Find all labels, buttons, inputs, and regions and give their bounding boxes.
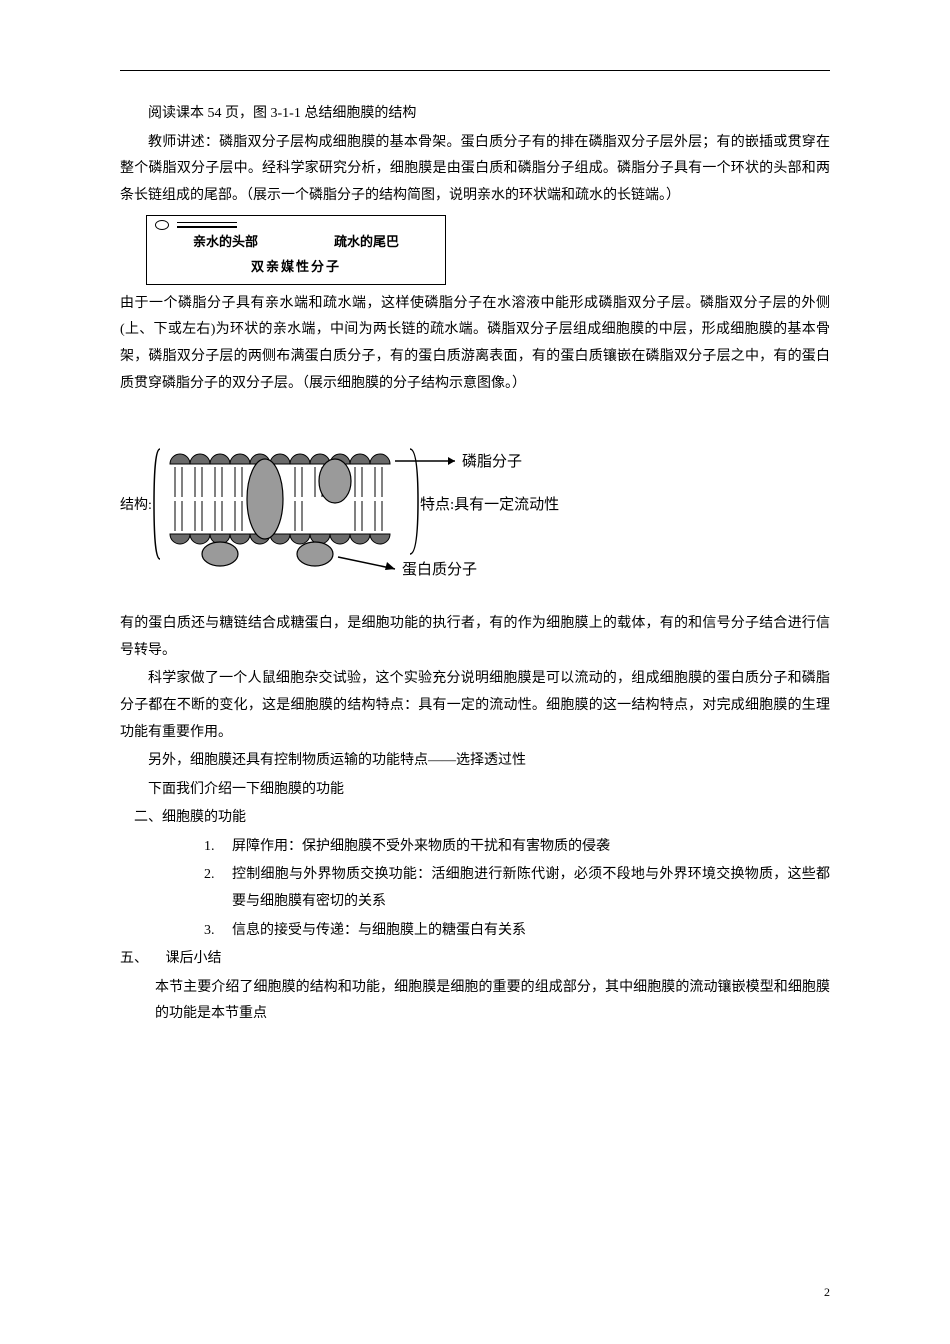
- membrane-figure: 结构:: [120, 409, 580, 599]
- diagram-labels-row: 亲水的头部 疏水的尾巴: [155, 230, 437, 255]
- bilayer-group: [170, 454, 390, 566]
- protein-surface-2: [297, 542, 333, 566]
- bottom-heads: [170, 534, 390, 544]
- list-num: 2.: [204, 862, 232, 915]
- fig-left-label: 结构:: [120, 497, 152, 513]
- para-8: 本节主要介绍了细胞膜的结构和功能，细胞膜是细胞的重要的组成部分，其中细胞膜的流动…: [155, 975, 830, 1028]
- tail-lines-icon: [177, 222, 237, 228]
- fig-label-protein: 蛋白质分子: [402, 561, 477, 578]
- para-7: 下面我们介绍一下细胞膜的功能: [120, 777, 830, 804]
- phospholipid-diagram: 亲水的头部 疏水的尾巴 双亲媒性分子: [146, 215, 446, 284]
- function-list: 1. 屏障作用：保护细胞膜不受外来物质的干扰和有害物质的侵袭 2. 控制细胞与外…: [204, 834, 830, 944]
- section-5-heading: 五、 课后小结: [120, 946, 830, 973]
- head-circle-icon: [155, 220, 169, 230]
- list-item: 3. 信息的接受与传递：与细胞膜上的糖蛋白有关系: [204, 918, 830, 945]
- membrane-svg: 结构:: [120, 409, 580, 599]
- arrowhead-2-icon: [385, 562, 395, 570]
- para-6: 另外，细胞膜还具有控制物质运输的功能特点——选择透过性: [120, 748, 830, 775]
- arrowhead-1-icon: [448, 457, 455, 465]
- fig-label-phospholipid: 磷脂分子: [462, 453, 522, 470]
- para-2: 教师讲述：磷脂双分子层构成细胞膜的基本骨架。蛋白质分子有的排在磷脂双分子层外层；…: [120, 130, 830, 210]
- left-brace-icon: [154, 449, 160, 559]
- diagram-bottom-label: 双亲媒性分子: [155, 255, 437, 280]
- para-3: 由于一个磷脂分子具有亲水端和疏水端，这样使磷脂分子在水溶液中能形成磷脂双分子层。…: [120, 291, 830, 397]
- para-5: 科学家做了一个人鼠细胞杂交试验，这个实验充分说明细胞膜是可以流动的，组成细胞膜的…: [120, 666, 830, 746]
- tail-label: 疏水的尾巴: [334, 230, 399, 255]
- list-text: 屏障作用：保护细胞膜不受外来物质的干扰和有害物质的侵袭: [232, 834, 830, 861]
- para-1: 阅读课本 54 页，图 3-1-1 总结细胞膜的结构: [120, 101, 830, 128]
- section-5-num: 五、: [120, 951, 148, 966]
- list-num: 3.: [204, 918, 232, 945]
- fig-label-fluidity: 特点:具有一定流动性: [420, 496, 559, 513]
- page-number: 2: [824, 1281, 830, 1304]
- para-4: 有的蛋白质还与糖链结合成糖蛋白，是细胞功能的执行者，有的作为细胞膜上的载体，有的…: [120, 611, 830, 664]
- head-label: 亲水的头部: [193, 230, 258, 255]
- section-5-title: 课后小结: [166, 951, 222, 966]
- protein-transmembrane: [247, 459, 283, 539]
- right-brace-icon: [410, 449, 418, 554]
- list-text: 信息的接受与传递：与细胞膜上的糖蛋白有关系: [232, 918, 830, 945]
- list-num: 1.: [204, 834, 232, 861]
- protein-surface-1: [202, 542, 238, 566]
- list-item: 2. 控制细胞与外界物质交换功能：活细胞进行新陈代谢，必须不段地与外界环境交换物…: [204, 862, 830, 915]
- top-heads: [170, 454, 390, 464]
- protein-embedded: [319, 459, 351, 503]
- heading-2: 二、细胞膜的功能: [134, 805, 830, 832]
- page-container: 阅读课本 54 页，图 3-1-1 总结细胞膜的结构 教师讲述：磷脂双分子层构成…: [0, 0, 950, 1070]
- list-item: 1. 屏障作用：保护细胞膜不受外来物质的干扰和有害物质的侵袭: [204, 834, 830, 861]
- top-rule: [120, 70, 830, 71]
- list-text: 控制细胞与外界物质交换功能：活细胞进行新陈代谢，必须不段地与外界环境交换物质，这…: [232, 862, 830, 915]
- diagram-top-row: [155, 220, 437, 230]
